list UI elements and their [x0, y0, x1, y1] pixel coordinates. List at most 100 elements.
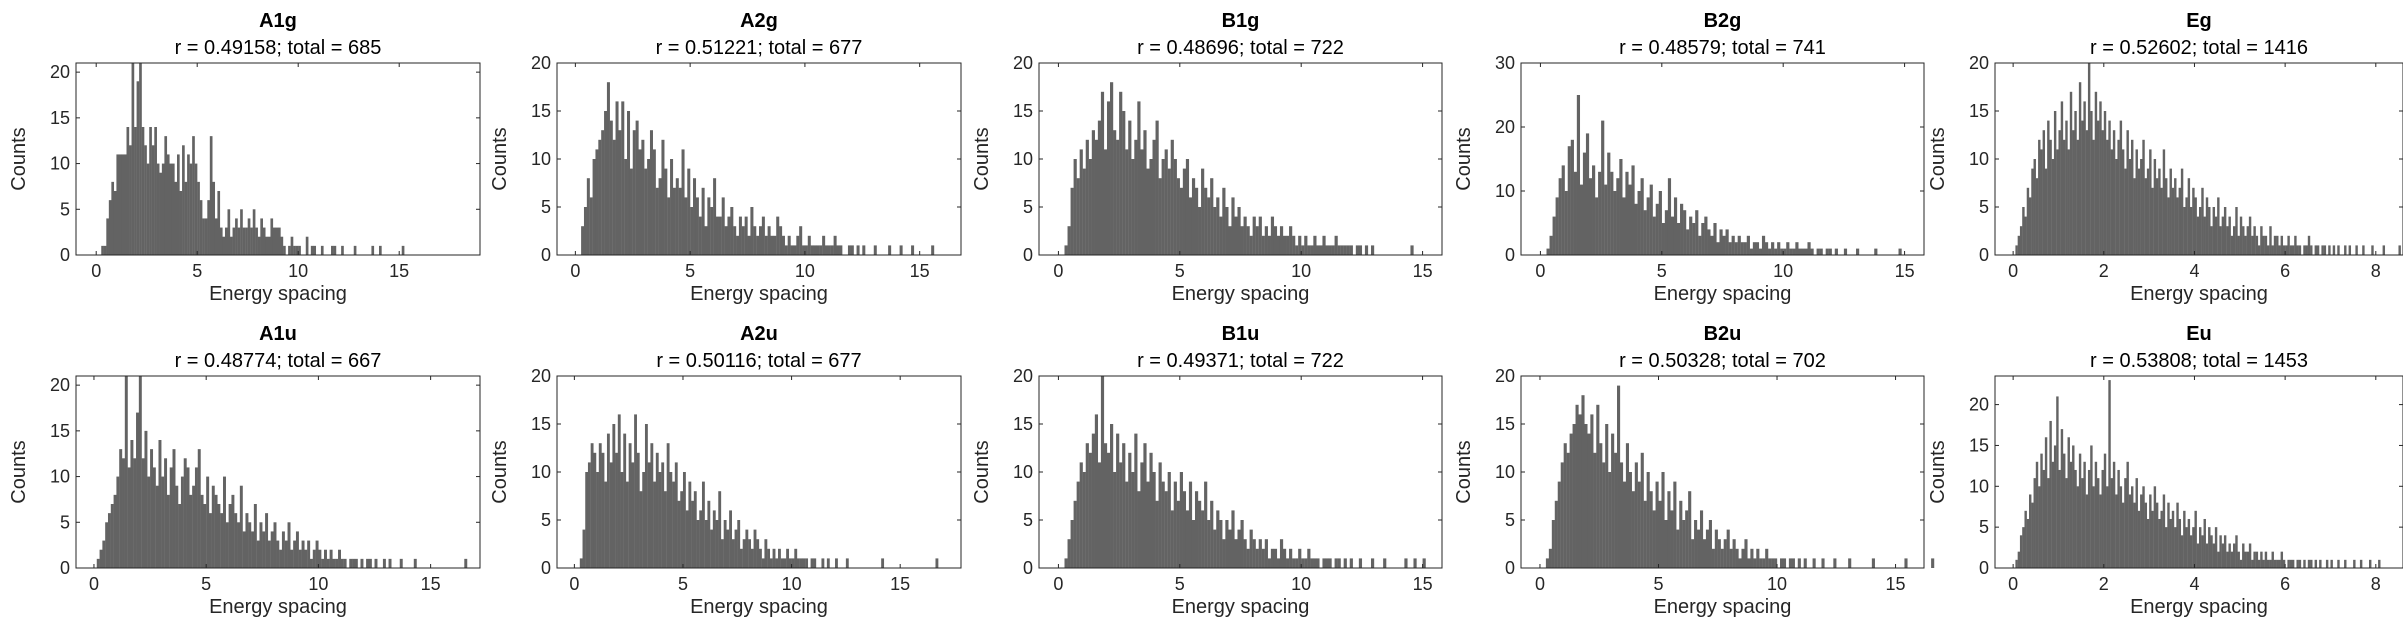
histogram-panel-b1g: 0 5 10 15 0 5 10 15 20 B1g r = 0.48696; total = 72…	[971, 10, 1443, 305]
histogram-bar	[1625, 443, 1630, 568]
histogram-bar	[935, 558, 939, 568]
y-tick-label: 20	[1969, 53, 1989, 73]
histogram-bar	[1213, 207, 1217, 255]
histogram-bar	[672, 481, 675, 568]
histogram-bar	[313, 245, 317, 255]
histogram-bar	[1640, 452, 1644, 568]
histogram-bar	[666, 443, 670, 568]
panel-title: A2g	[740, 10, 778, 32]
y-tick-label: 30	[1495, 53, 1515, 73]
x-axis-label: Energy spacing	[209, 283, 347, 305]
histogram-bar	[631, 462, 635, 568]
x-tick-label: 10	[1291, 574, 1311, 594]
histogram-bar	[1322, 235, 1326, 255]
histogram-bar	[156, 163, 160, 255]
histogram-bar	[2248, 543, 2252, 568]
histogram-bar	[136, 412, 139, 568]
histogram-bar	[807, 235, 811, 255]
histogram-bar	[1207, 520, 1211, 568]
histogram-bar	[2146, 518, 2150, 568]
y-tick-label: 20	[531, 53, 551, 73]
histogram-bar	[1298, 235, 1302, 255]
histogram-bar	[2305, 245, 2308, 255]
histogram-bar	[658, 472, 662, 568]
histogram-bar	[1680, 203, 1684, 255]
histogram-bar	[1304, 235, 1308, 255]
histogram-bar	[1798, 248, 1802, 255]
histogram-bar	[1064, 558, 1068, 568]
histogram-bar	[1201, 168, 1205, 255]
histogram-bar	[1871, 558, 1875, 568]
histogram-bar	[2185, 527, 2188, 568]
histogram-bar	[2276, 235, 2279, 255]
histogram-bar	[1292, 235, 1296, 255]
y-tick-label: 15	[1013, 101, 1033, 121]
histogram-bar	[116, 476, 120, 568]
histogram-bar	[1106, 101, 1111, 256]
y-tick-label: 15	[531, 414, 551, 434]
histogram-bar	[1137, 101, 1141, 256]
bars	[101, 63, 405, 255]
histogram-bar	[592, 159, 596, 255]
histogram-bar	[366, 558, 370, 568]
histogram-bar	[2183, 207, 2186, 255]
x-tick-label: 6	[2280, 574, 2290, 594]
histogram-bar	[2298, 559, 2302, 568]
histogram-bar	[1585, 133, 1590, 255]
y-tick-label: 20	[50, 62, 70, 82]
histogram-bar	[624, 159, 628, 255]
histogram-bar	[2015, 559, 2018, 568]
histogram-bar	[685, 510, 689, 568]
bars	[581, 82, 935, 256]
histogram-bar	[360, 558, 364, 568]
histogram-bar	[2085, 130, 2089, 255]
histogram-bar	[1264, 226, 1268, 255]
histogram-bar	[1685, 510, 1689, 568]
histogram-bar	[2103, 453, 2107, 568]
histogram-bar	[1210, 500, 1214, 568]
histogram-bar	[1598, 171, 1602, 255]
histogram-bar	[2278, 245, 2281, 255]
x-tick-label: 0	[2008, 261, 2018, 281]
histogram-bar	[1637, 191, 1641, 255]
histogram-bar	[1655, 203, 1659, 255]
histogram-bar	[2119, 486, 2123, 568]
histogram-bar	[1301, 558, 1305, 568]
panel-title: A1u	[259, 323, 297, 345]
histogram-bar	[2310, 559, 2313, 568]
histogram-bar	[1646, 472, 1650, 568]
histogram-bar	[1079, 462, 1083, 568]
histogram-bar	[1383, 558, 1387, 568]
histogram-bar	[761, 216, 765, 255]
histogram-bar	[2106, 139, 2109, 255]
histogram-bar	[669, 472, 673, 568]
histogram-bar	[1370, 558, 1375, 568]
histogram-bar	[2282, 559, 2286, 568]
y-tick-label: 10	[50, 154, 70, 174]
histogram-bar	[1732, 539, 1736, 568]
histogram-bar	[295, 531, 299, 568]
histogram-bar	[1076, 481, 1080, 568]
histogram-bar	[1628, 184, 1632, 255]
histogram-bar	[2246, 226, 2250, 255]
histogram-bar	[1231, 197, 1235, 255]
histogram-bar	[1119, 462, 1123, 568]
histogram-bar	[723, 520, 727, 568]
histogram-bar	[862, 245, 866, 255]
histogram-bar	[690, 207, 694, 255]
histogram-bar	[819, 245, 823, 255]
histogram-bar	[1234, 216, 1238, 255]
histogram-bar	[2282, 245, 2286, 255]
histogram-bar	[1289, 548, 1293, 568]
histogram-bar	[2267, 559, 2270, 568]
histogram-bar	[850, 245, 854, 255]
histogram-bar	[2051, 461, 2055, 568]
axes-box	[1520, 62, 1925, 256]
histogram-bar	[280, 236, 284, 255]
histogram-bar	[615, 452, 618, 568]
histogram-bar	[1771, 242, 1775, 255]
y-tick-label: 0	[60, 558, 70, 578]
y-tick-label: 0	[1979, 245, 1989, 265]
histogram-bar	[1720, 548, 1724, 568]
histogram-bar	[881, 558, 885, 568]
